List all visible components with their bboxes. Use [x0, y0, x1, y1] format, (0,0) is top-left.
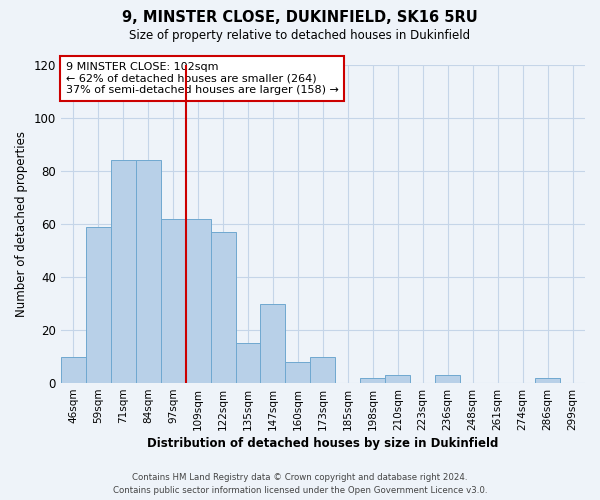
- Y-axis label: Number of detached properties: Number of detached properties: [15, 131, 28, 317]
- Bar: [185, 218, 211, 383]
- Text: Size of property relative to detached houses in Dukinfield: Size of property relative to detached ho…: [130, 29, 470, 42]
- Text: Contains HM Land Registry data © Crown copyright and database right 2024.
Contai: Contains HM Land Registry data © Crown c…: [113, 473, 487, 495]
- Bar: [435, 375, 460, 383]
- Bar: [310, 356, 335, 383]
- Bar: [236, 344, 260, 383]
- Bar: [286, 362, 310, 383]
- Bar: [260, 304, 286, 383]
- X-axis label: Distribution of detached houses by size in Dukinfield: Distribution of detached houses by size …: [147, 437, 499, 450]
- Text: 9 MINSTER CLOSE: 102sqm
← 62% of detached houses are smaller (264)
37% of semi-d: 9 MINSTER CLOSE: 102sqm ← 62% of detache…: [66, 62, 339, 95]
- Bar: [535, 378, 560, 383]
- Bar: [86, 226, 111, 383]
- Bar: [136, 160, 161, 383]
- Bar: [61, 356, 86, 383]
- Bar: [361, 378, 385, 383]
- Text: 9, MINSTER CLOSE, DUKINFIELD, SK16 5RU: 9, MINSTER CLOSE, DUKINFIELD, SK16 5RU: [122, 10, 478, 25]
- Bar: [161, 218, 185, 383]
- Bar: [211, 232, 236, 383]
- Bar: [385, 375, 410, 383]
- Bar: [111, 160, 136, 383]
